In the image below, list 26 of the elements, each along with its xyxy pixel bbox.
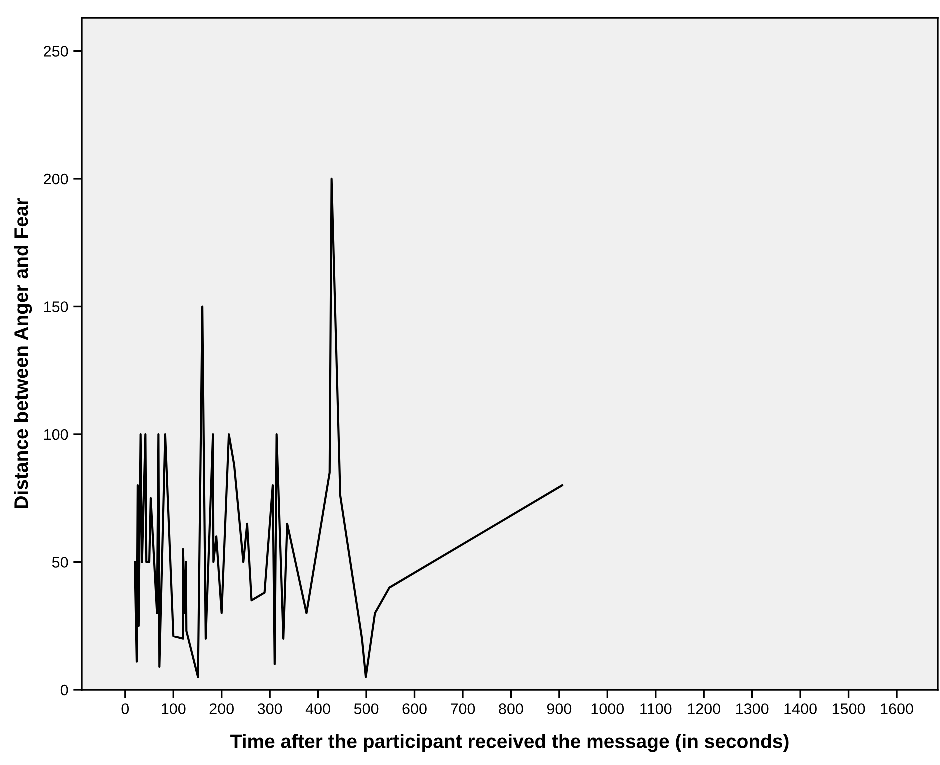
y-tick-label: 250: [44, 46, 68, 57]
y-axis-title: Distance between Anger and Fear: [14, 198, 32, 508]
x-tick-label: 700: [451, 704, 476, 714]
line-series: [134, 178, 564, 678]
x-tick-label: 600: [402, 704, 427, 714]
x-tick-label: 1400: [784, 704, 817, 714]
x-tick-label: 100: [162, 704, 186, 714]
y-tick-label: 200: [44, 174, 68, 185]
x-tick-label: 900: [547, 704, 572, 714]
x-tick-label: 300: [258, 704, 282, 714]
x-tick-label: 1100: [640, 704, 672, 714]
x-tick-label: 0: [122, 704, 130, 714]
x-tick-label: 1500: [832, 704, 866, 714]
x-tick-label: 500: [354, 704, 379, 714]
x-tick-label: 1000: [592, 704, 624, 714]
y-tick-label: 50: [52, 557, 68, 568]
y-tick-label: 0: [60, 684, 68, 696]
x-tick-label: 1300: [736, 704, 769, 714]
x-tick-label: 800: [499, 704, 524, 714]
x-tick-label: 1600: [881, 704, 914, 714]
x-tick-label: 400: [306, 704, 330, 714]
y-tick-label: 100: [44, 429, 68, 440]
x-axis-title: Time after the participant received the message (in seconds): [230, 734, 789, 752]
x-tick-label: 1200: [688, 704, 721, 714]
y-tick-label: 150: [44, 302, 68, 312]
x-tick-label: 200: [210, 704, 234, 714]
